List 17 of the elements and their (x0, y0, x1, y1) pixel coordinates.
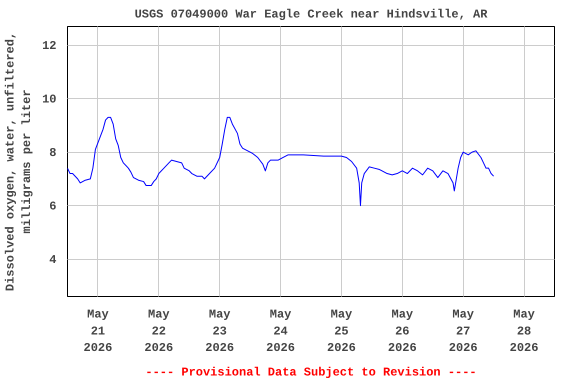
x-tick-label: May 27 2026 (448, 308, 478, 356)
x-tick-label: May 24 2026 (266, 308, 295, 356)
x-tick-label: May 23 2026 (205, 308, 234, 356)
text: ---- Provisional Data Subject to Revision ---- (145, 366, 477, 380)
chart-title: USGS 07049000 War Eagle Creek near Hindsville, AR (134, 8, 488, 22)
y-tick-label: 8 (49, 146, 56, 160)
y-tick-label: 10 (42, 92, 57, 107)
x-tick-label: May 22 2026 (144, 308, 174, 356)
x-tick-label: May 21 2026 (84, 308, 112, 356)
x-tick-label: May 25 2026 (327, 308, 356, 356)
line-series (68, 116, 494, 206)
y-axis-title: Dissolved oxygen, water, unfiltered, milligrams per liter (3, 32, 34, 292)
x-tick-label: May 26 2026 (388, 308, 417, 356)
y-tick-label: 4 (49, 253, 56, 268)
y-tick-label: 6 (49, 200, 56, 214)
x-tick-label: May 28 2026 (510, 308, 538, 356)
y-tick-label: 12 (42, 39, 57, 54)
